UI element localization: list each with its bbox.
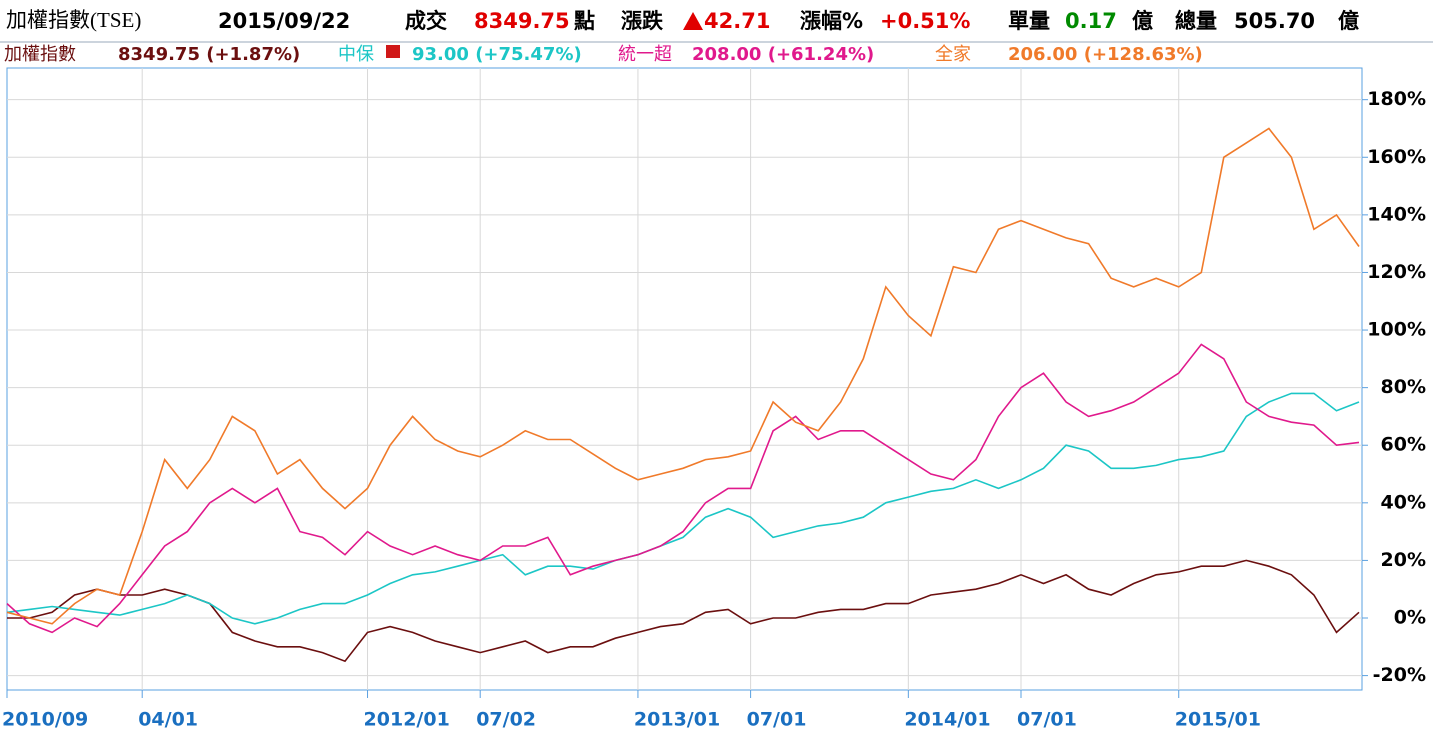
x-tick-label: 2013/01	[634, 709, 720, 731]
legend-value: 93.00 (+75.47%)	[412, 44, 582, 65]
y-tick-label: 160%	[1367, 146, 1426, 168]
y-tick-label: 0%	[1394, 607, 1426, 629]
date: 2015/09/22	[218, 9, 350, 33]
x-tick-label: 07/02	[476, 709, 536, 731]
x-tick-label: 2015/01	[1175, 709, 1261, 731]
x-tick-label: 04/01	[138, 709, 198, 731]
y-tick-label: 20%	[1381, 549, 1426, 571]
y-tick-label: 100%	[1367, 319, 1426, 341]
label: 點	[574, 9, 595, 33]
legend-name: 統一超	[618, 44, 672, 65]
legend-name: 加權指數	[4, 44, 76, 65]
value: +0.51%	[880, 9, 970, 33]
legend-value: 206.00 (+128.63%)	[1008, 44, 1203, 65]
legend-name: 全家	[935, 44, 971, 65]
icon	[386, 45, 400, 58]
legend-value: 208.00 (+61.24%)	[692, 44, 874, 65]
legend-value: 8349.75 (+1.87%)	[118, 44, 300, 65]
value: 42.71	[704, 9, 770, 33]
value: 8349.75	[474, 9, 570, 33]
legend-name: 中保	[338, 44, 374, 65]
x-tick-label: 2012/01	[364, 709, 450, 731]
y-tick-label: 120%	[1367, 261, 1426, 283]
series-line	[7, 559, 1360, 663]
plot-frame	[6, 67, 1363, 691]
y-tick-label: 180%	[1367, 88, 1426, 110]
series-line	[6, 343, 1360, 634]
label: 漲幅%	[800, 9, 863, 33]
y-tick-label: 40%	[1381, 491, 1426, 513]
title: 加權指數(TSE)	[6, 8, 141, 32]
x-tick-label: 2010/09	[2, 709, 88, 731]
y-tick-label: 60%	[1381, 434, 1426, 456]
value: 0.17	[1065, 9, 1117, 33]
label: 成交	[405, 9, 447, 33]
y-tick-label: 140%	[1367, 203, 1426, 225]
x-tick-label: 07/01	[747, 709, 807, 731]
series-line	[6, 392, 1360, 625]
label: 漲跌	[621, 9, 664, 33]
value: 505.70	[1234, 9, 1315, 33]
series-line	[6, 127, 1360, 625]
label: 單量	[1008, 9, 1050, 33]
x-tick-label: 07/01	[1017, 709, 1077, 731]
label: 總量	[1175, 9, 1217, 33]
label: 億	[1132, 9, 1153, 33]
label: 億	[1338, 9, 1359, 33]
y-tick-label: -20%	[1373, 664, 1426, 686]
y-tick-label: 80%	[1381, 376, 1426, 398]
up-arrow	[683, 12, 703, 30]
header: 加權指數(TSE) 2015/09/22 成交 8349.75 點 漲跌 42.…	[6, 8, 1359, 33]
x-tick-label: 2014/01	[904, 709, 990, 731]
